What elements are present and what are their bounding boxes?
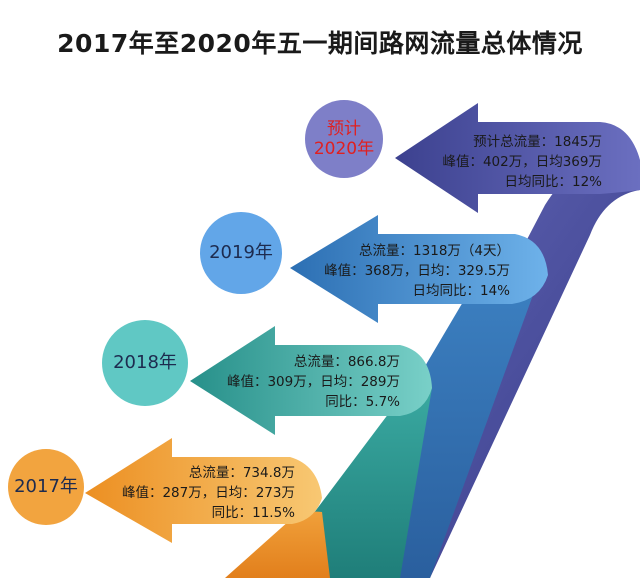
info-2020-total: 预计总流量：1845万: [473, 134, 602, 150]
info-2017-total: 总流量：734.8万: [188, 465, 295, 481]
year-circle-2020: 预计 2020年: [305, 100, 383, 178]
info-2018-total: 总流量：866.8万: [293, 354, 400, 370]
info-2018-peak: 峰值：309万，日均：289万: [226, 374, 400, 390]
year-circle-2019: 2019年: [200, 212, 282, 294]
info-2017-yoy: 同比：11.5%: [211, 505, 295, 521]
info-2019-total: 总流量：1318万（4天）: [359, 243, 510, 259]
info-2020: 预计总流量：1845万 峰值：402万，日均369万 日均同比：12%: [442, 132, 602, 192]
info-2020-peak: 峰值：402万，日均369万: [442, 154, 602, 170]
year-circle-2018: 2018年: [102, 320, 188, 406]
info-2019-peak: 峰值：368万，日均：329.5万: [324, 263, 510, 279]
circle-2019-label: 2019年: [209, 242, 273, 264]
info-2020-yoy: 日均同比：12%: [504, 174, 602, 190]
year-circle-2017: 2017年: [8, 449, 84, 525]
circle-2020-label-line2: 2020年: [313, 139, 375, 159]
info-2017: 总流量：734.8万 峰值：287万，日均：273万 同比：11.5%: [122, 463, 295, 523]
circle-2017-label: 2017年: [14, 476, 78, 498]
page-title: 2017年至2020年五一期间路网流量总体情况: [57, 29, 583, 58]
info-2018-yoy: 同比：5.7%: [325, 394, 400, 410]
circle-2018-label: 2018年: [113, 352, 177, 374]
info-2017-peak: 峰值：287万，日均：273万: [121, 485, 295, 501]
info-2019-yoy: 日均同比：14%: [412, 283, 510, 299]
info-2018: 总流量：866.8万 峰值：309万，日均：289万 同比：5.7%: [227, 352, 400, 412]
circle-2020-label-line1: 预计: [327, 118, 361, 139]
info-2019: 总流量：1318万（4天） 峰值：368万，日均：329.5万 日均同比：14%: [324, 241, 510, 301]
